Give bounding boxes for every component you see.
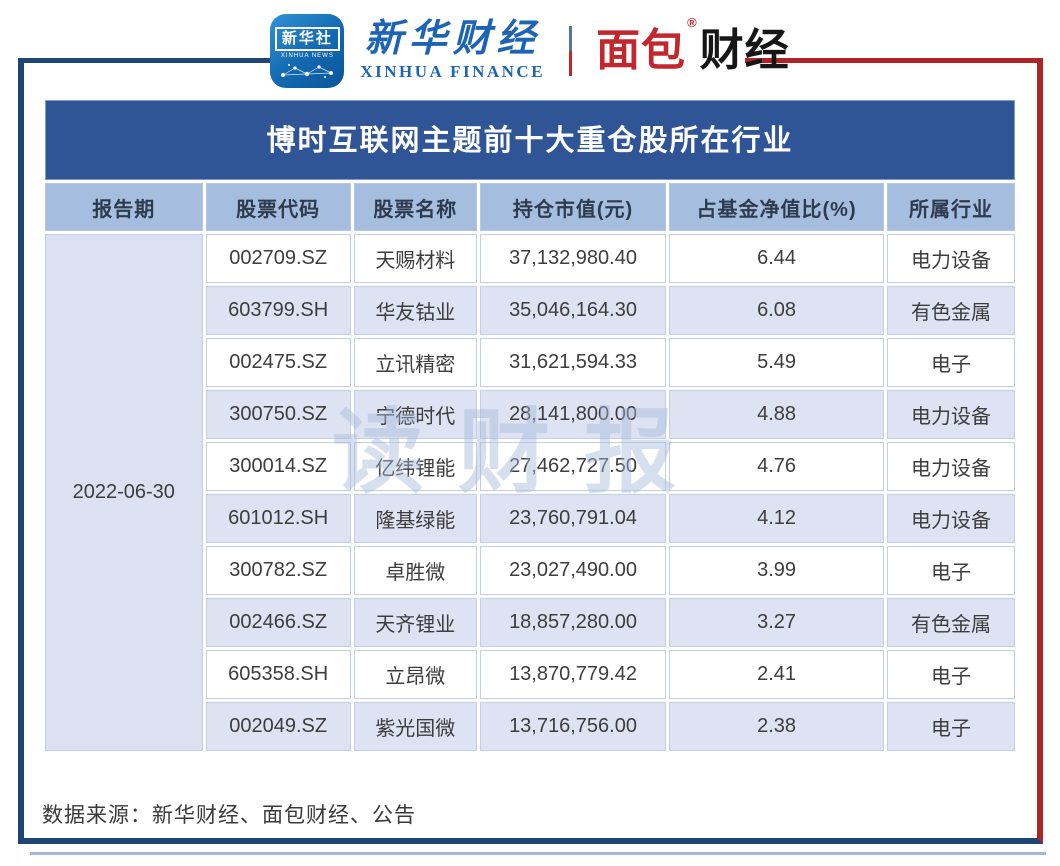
table-row: 2022-06-30 002709.SZ 天赐材料 37,132,980.40 6.44… [45, 234, 1015, 751]
industry-cell: 电力设备 [887, 494, 1015, 543]
holdings-table: 报告期 股票代码 股票名称 持仓市值(元) 占基金净值比(%) 所属行业 202… [42, 180, 1018, 754]
market-value-cell: 23,027,490.00 [479, 546, 667, 595]
data-source-note: 数据来源：新华财经、面包财经、公告 [42, 804, 416, 827]
industry-cell: 电子 [887, 702, 1015, 751]
stock-code-cell: 601012.SH [205, 494, 351, 543]
col-header-stock-name: 股票名称 [353, 183, 477, 231]
frame-top-red-segment [745, 58, 1043, 63]
xinhua-news-app-icon: 新华社 XINHUA NEWS [270, 14, 345, 88]
table-row: 002049.SZ 紫光国微 13,716,756.00 2.38 电子 [45, 702, 1015, 751]
table-title: 博时互联网主题前十大重仓股所在行业 [45, 100, 1015, 180]
table-row: 601012.SH 隆基绿能 23,760,791.04 4.12 电力设备 [45, 494, 1015, 543]
stock-code-cell: 002049.SZ [205, 702, 351, 751]
industry-cell: 电子 [887, 338, 1015, 387]
col-header-industry: 所属行业 [887, 183, 1015, 231]
industry-cell: 电子 [887, 650, 1015, 699]
market-value-cell: 18,857,280.00 [479, 598, 667, 647]
stock-code-cell: 603799.SH [205, 286, 351, 335]
stock-name-cell: 隆基绿能 [353, 494, 477, 543]
stock-code-cell: 002466.SZ [205, 598, 351, 647]
stock-code-cell: 300782.SZ [205, 546, 351, 595]
registered-mark-icon: ® [687, 15, 698, 31]
market-value-cell: 28,141,800.00 [479, 390, 667, 439]
table-row: 603799.SH 华友钴业 35,046,164.30 6.08 有色金属 [45, 286, 1015, 335]
xinhua-finance-wordmark: 新华财经 XINHUA FINANCE [360, 17, 546, 83]
industry-cell: 电力设备 [887, 390, 1015, 439]
stock-name-cell: 立昂微 [353, 650, 477, 699]
table-row: 002466.SZ 天齐锂业 18,857,280.00 3.27 有色金属 [45, 598, 1015, 647]
table-row: 300014.SZ 亿纬锂能 27,462,727.50 4.76 电力设备 [45, 442, 1015, 491]
stock-name-cell: 天齐锂业 [353, 598, 477, 647]
stock-name-cell: 亿纬锂能 [353, 442, 477, 491]
stock-name-cell: 宁德时代 [353, 390, 477, 439]
stock-code-cell: 002709.SZ [205, 234, 351, 283]
market-value-cell: 23,760,791.04 [479, 494, 667, 543]
industry-cell: 有色金属 [887, 286, 1015, 335]
nav-percent-cell: 5.49 [669, 338, 884, 387]
industry-cell: 电子 [887, 546, 1015, 595]
table-row: 300750.SZ 宁德时代 28,141,800.00 4.88 电力设备 [45, 390, 1015, 439]
stock-code-cell: 300750.SZ [205, 390, 351, 439]
brand-divider [569, 26, 573, 76]
xinhua-finance-en: XINHUA FINANCE [360, 62, 546, 82]
market-value-cell: 27,462,727.50 [479, 442, 667, 491]
industry-cell: 有色金属 [887, 598, 1015, 647]
mianbao-cn-red: 面包 [596, 26, 687, 75]
col-header-report-period: 报告期 [45, 183, 203, 231]
nav-percent-cell: 6.44 [669, 234, 884, 283]
nav-percent-cell: 3.27 [669, 598, 884, 647]
xinhua-finance-cn: 新华财经 [364, 17, 541, 60]
market-value-cell: 37,132,980.40 [479, 234, 667, 283]
table-row: 002475.SZ 立讯精密 31,621,594.33 5.49 电子 [45, 338, 1015, 387]
frame-top-navy-segment [18, 58, 324, 63]
stock-name-cell: 卓胜微 [353, 546, 477, 595]
market-value-cell: 31,621,594.33 [479, 338, 667, 387]
market-value-cell: 13,716,756.00 [479, 702, 667, 751]
table-row: 605358.SH 立昂微 13,870,779.42 2.41 电子 [45, 650, 1015, 699]
nav-percent-cell: 4.76 [669, 442, 884, 491]
nav-percent-cell: 3.99 [669, 546, 884, 595]
market-value-cell: 13,870,779.42 [479, 650, 667, 699]
nav-percent-cell: 2.38 [669, 702, 884, 751]
brand-header: 新华社 XINHUA NEWS 新华财经 XINHUA FINANCE 面包®财… [0, 8, 1060, 94]
stock-code-cell: 300014.SZ [205, 442, 351, 491]
col-header-stock-code: 股票代码 [205, 183, 351, 231]
col-header-nav-percent: 占基金净值比(%) [669, 183, 884, 231]
holdings-tbody: 2022-06-30 002709.SZ 天赐材料 37,132,980.40 6.44… [45, 234, 1015, 751]
decorative-frame [18, 58, 1043, 844]
stock-name-cell: 华友钴业 [353, 286, 477, 335]
stock-name-cell: 紫光国微 [353, 702, 477, 751]
xinhua-news-cn-label: 新华社 [274, 26, 340, 51]
header-row: 报告期 股票代码 股票名称 持仓市值(元) 占基金净值比(%) 所属行业 [45, 183, 1015, 231]
stock-name-cell: 天赐材料 [353, 234, 477, 283]
stock-code-cell: 605358.SH [205, 650, 351, 699]
col-header-market-value: 持仓市值(元) [479, 183, 667, 231]
stock-code-cell: 002475.SZ [205, 338, 351, 387]
industry-cell: 电力设备 [887, 234, 1015, 283]
xinhua-news-en-label: XINHUA NEWS [280, 52, 334, 59]
industry-cell: 电力设备 [887, 442, 1015, 491]
report-period-cell: 2022-06-30 [45, 234, 203, 751]
table-row: 300782.SZ 卓胜微 23,027,490.00 3.99 电子 [45, 546, 1015, 595]
mianbao-cn-black: 财经 [699, 26, 790, 75]
stock-name-cell: 立讯精密 [353, 338, 477, 387]
network-constellation-icon [281, 63, 334, 78]
nav-percent-cell: 4.88 [669, 390, 884, 439]
nav-percent-cell: 4.12 [669, 494, 884, 543]
nav-percent-cell: 6.08 [669, 286, 884, 335]
market-value-cell: 35,046,164.30 [479, 286, 667, 335]
nav-percent-cell: 2.41 [669, 650, 884, 699]
mianbao-finance-wordmark: 面包®财经 [596, 16, 790, 75]
frame-bottom-shadow [30, 852, 1046, 855]
